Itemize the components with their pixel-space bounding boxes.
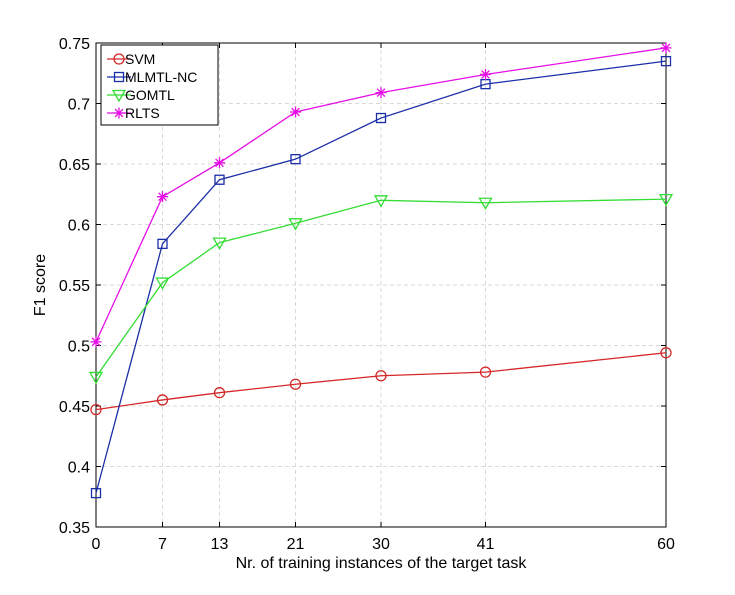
y-tick-label: 0.5 — [68, 339, 90, 356]
x-tick-label: 30 — [372, 536, 390, 553]
series-line-svm — [95, 352, 667, 411]
data-point — [658, 193, 674, 207]
data-point — [289, 378, 302, 390]
data-point — [660, 347, 672, 359]
series-line-mlmtl-nc — [95, 60, 667, 494]
x-tick-label: 21 — [287, 536, 305, 553]
data-point — [213, 387, 226, 399]
legend-item-mlmtl-nc: MLMTL-NC — [107, 69, 197, 85]
data-point — [214, 157, 225, 169]
legend-marker — [113, 53, 125, 65]
data-point — [212, 237, 227, 250]
legend-label: GOMTL — [125, 87, 175, 103]
y-tick-label: 0.6 — [68, 218, 90, 235]
y-tick-label: 0.55 — [59, 278, 90, 295]
data-point — [479, 366, 492, 378]
legend-item-svm: SVM — [107, 51, 155, 67]
data-point — [290, 106, 301, 118]
y-tick-label: 0.35 — [59, 520, 90, 537]
series-svm — [90, 347, 672, 416]
data-point — [90, 403, 102, 416]
data-point — [288, 218, 303, 231]
x-axis-label: Nr. of training instances of the target … — [236, 555, 528, 572]
x-tick-label: 41 — [477, 536, 495, 553]
x-tick-label: 60 — [657, 536, 675, 553]
legend-item-rlts: RLTS — [107, 105, 160, 121]
data-point — [156, 394, 169, 406]
legend-marker — [113, 71, 125, 83]
data-point — [375, 370, 387, 382]
data-point — [90, 336, 102, 348]
series-gomtl — [88, 193, 674, 385]
y-tick-label: 0.65 — [59, 157, 90, 174]
data-point — [290, 154, 301, 165]
data-point — [157, 238, 168, 250]
legend-marker — [113, 107, 125, 119]
ticks: 0 7 13 21 30 41 60 0.35 0.4 0.45 0.5 0.55 0.6 0.65 0.7… — [59, 36, 675, 553]
data-point — [660, 56, 672, 67]
legend-label: RLTS — [125, 105, 160, 121]
legend-label: SVM — [125, 51, 155, 67]
legend-marker — [111, 89, 127, 103]
legend: SVM MLMTL-NC GOMTL RLTS — [100, 44, 219, 126]
y-tick-label: 0.4 — [68, 460, 90, 477]
y-axis-label: F1 score — [32, 254, 49, 316]
x-tick-label: 7 — [158, 536, 167, 553]
legend-label: MLMTL-NC — [125, 69, 197, 85]
data-point — [480, 68, 491, 80]
data-point — [157, 191, 168, 203]
y-tick-label: 0.75 — [59, 36, 90, 53]
data-point — [660, 42, 672, 54]
data-point — [90, 487, 102, 499]
y-tick-label: 0.45 — [59, 399, 90, 416]
data-point — [478, 197, 493, 211]
data-point — [375, 112, 387, 124]
series-group — [88, 42, 674, 499]
data-point — [375, 87, 387, 99]
legend-item-gomtl: GOMTL — [107, 87, 175, 103]
data-point — [373, 195, 389, 208]
series-rlts — [90, 42, 672, 348]
data-point — [214, 174, 225, 185]
y-tick-label: 0.7 — [68, 97, 90, 114]
data-point — [88, 371, 104, 385]
x-tick-label: 0 — [92, 536, 101, 553]
x-tick-label: 13 — [211, 536, 229, 553]
series-line-gomtl — [95, 198, 667, 378]
data-point — [155, 277, 170, 290]
